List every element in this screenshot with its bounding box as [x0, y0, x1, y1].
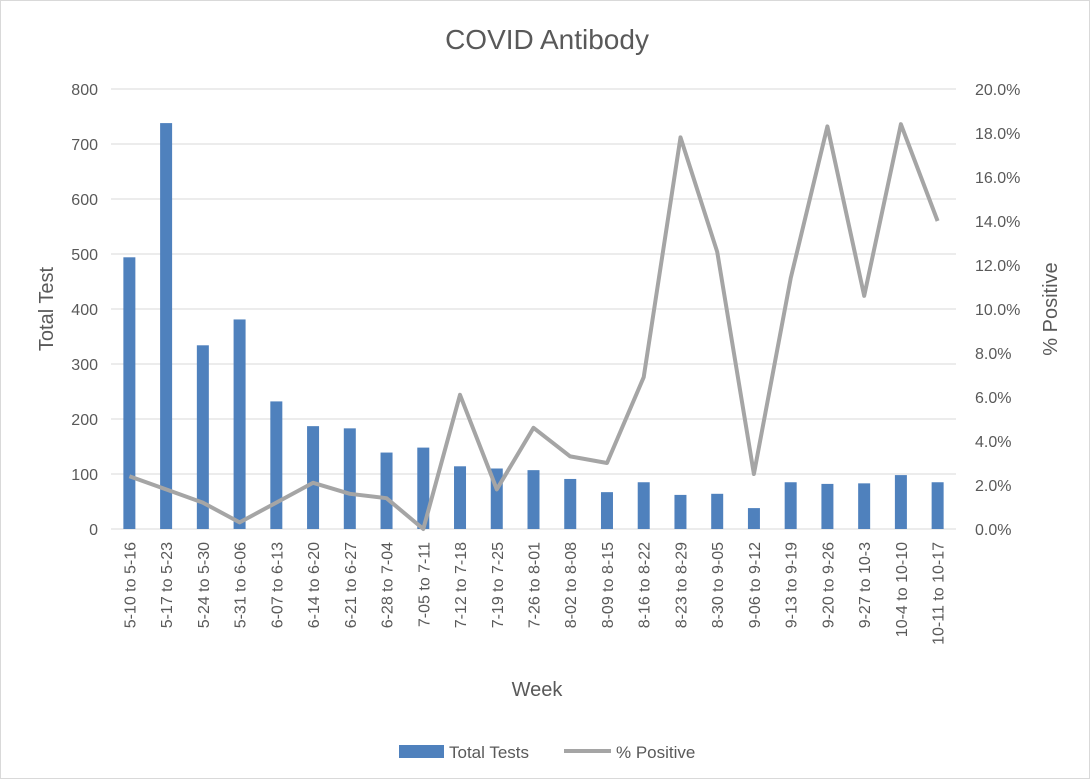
y2-tick-label: 0.0% — [975, 522, 1011, 539]
y2-tick-label: 18.0% — [975, 126, 1020, 143]
x-tick-label: 10-4 to 10-10 — [894, 542, 911, 637]
x-tick-label: 6-07 to 6-13 — [269, 542, 286, 628]
bar — [454, 466, 467, 529]
y-tick-label: 700 — [71, 137, 98, 154]
y-tick-label: 500 — [71, 247, 98, 264]
y-tick-label: 200 — [71, 412, 98, 429]
bar — [527, 470, 540, 529]
y2-tick-label: 10.0% — [975, 302, 1020, 319]
right-axis-ticks: 0.0% 2.0% 4.0% 6.0% 8.0% 10.0% 12.0% 14.0% 16.0%… — [975, 82, 1020, 539]
bar — [821, 483, 834, 529]
left-axis-ticks: 0 100 200 300 400 500 600 700 800 — [71, 82, 98, 539]
x-tick-label: 6-28 to 7-04 — [380, 542, 397, 628]
x-axis-ticks: 5-10 to 5-16 5-17 to 5-23 5-24 to 5-30 5-31… — [122, 542, 947, 645]
bar — [196, 345, 209, 529]
x-tick-label: 9-20 to 9-26 — [820, 542, 837, 628]
x-tick-label: 8-23 to 8-29 — [673, 542, 690, 628]
x-axis-title: Week — [512, 679, 564, 701]
bar — [160, 123, 173, 529]
x-tick-label: 6-14 to 6-20 — [306, 542, 323, 628]
bar — [417, 447, 430, 529]
x-tick-label: 8-02 to 8-08 — [563, 542, 580, 628]
x-tick-label: 6-21 to 6-27 — [343, 542, 360, 628]
y-axis-title: Total Test — [36, 266, 58, 351]
y2-tick-label: 2.0% — [975, 478, 1011, 495]
bar — [784, 482, 797, 529]
bar — [637, 482, 650, 529]
y-tick-label: 300 — [71, 357, 98, 374]
y-tick-label: 400 — [71, 302, 98, 319]
y2-tick-label: 14.0% — [975, 214, 1020, 231]
bar — [747, 508, 760, 529]
y2-tick-label: 16.0% — [975, 170, 1020, 187]
bar-series-total-tests — [123, 123, 944, 529]
bar — [711, 493, 724, 529]
y-tick-label: 800 — [71, 82, 98, 99]
x-tick-label: 5-31 to 6-06 — [233, 542, 250, 628]
bar — [233, 319, 246, 529]
x-tick-label: 10-11 to 10-17 — [931, 542, 948, 645]
y-tick-label: 600 — [71, 192, 98, 209]
line-path — [128, 122, 940, 531]
y2-axis-title: % Positive — [1040, 262, 1062, 355]
legend-label-percent-positive: % Positive — [616, 743, 695, 762]
bar — [380, 452, 393, 529]
x-tick-label: 5-17 to 5-23 — [159, 542, 176, 628]
line-series-percent-positive — [128, 122, 940, 531]
chart-title: COVID Antibody — [445, 24, 649, 55]
bar — [307, 426, 320, 529]
y2-tick-label: 8.0% — [975, 346, 1011, 363]
bar — [123, 257, 136, 529]
y2-tick-label: 4.0% — [975, 434, 1011, 451]
bar — [858, 483, 871, 529]
x-tick-label: 7-05 to 7-11 — [416, 542, 433, 627]
bar — [674, 494, 687, 529]
y-tick-label: 100 — [71, 467, 98, 484]
x-tick-label: 9-13 to 9-19 — [784, 542, 801, 628]
x-tick-label: 8-09 to 8-15 — [600, 542, 617, 628]
y2-tick-label: 20.0% — [975, 82, 1020, 99]
y-tick-label: 0 — [89, 522, 98, 539]
bar — [343, 428, 356, 529]
bar — [600, 492, 613, 529]
legend: Total Tests % Positive — [399, 743, 695, 762]
legend-label-total-tests: Total Tests — [449, 743, 529, 762]
x-tick-label: 8-30 to 9-05 — [710, 542, 727, 628]
bar — [931, 482, 944, 529]
x-tick-label: 7-12 to 7-18 — [453, 542, 470, 628]
x-tick-label: 7-26 to 8-01 — [527, 542, 544, 628]
bar — [564, 478, 577, 529]
gridlines — [111, 88, 956, 530]
legend-swatch-total-tests — [399, 745, 444, 758]
bar — [270, 401, 283, 529]
x-tick-label: 5-24 to 5-30 — [196, 542, 213, 628]
bar — [894, 475, 907, 529]
x-tick-label: 9-06 to 9-12 — [747, 542, 764, 628]
x-tick-label: 8-16 to 8-22 — [637, 542, 654, 628]
x-tick-label: 5-10 to 5-16 — [122, 542, 139, 628]
x-tick-label: 9-27 to 10-3 — [857, 542, 874, 628]
y2-tick-label: 6.0% — [975, 390, 1011, 407]
x-tick-label: 7-19 to 7-25 — [490, 542, 507, 628]
y2-tick-label: 12.0% — [975, 258, 1020, 275]
